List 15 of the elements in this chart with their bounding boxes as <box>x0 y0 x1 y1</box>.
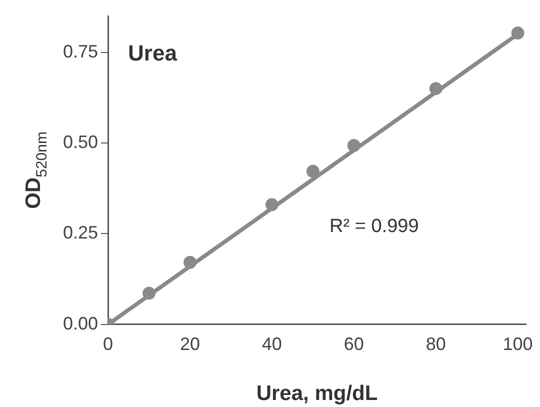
x-tick-label: 60 <box>344 334 364 354</box>
y-tick-label: 0.50 <box>62 132 98 152</box>
x-axis-title: Urea, mg/dL <box>256 382 378 405</box>
y-tick-label: 0.25 <box>62 222 98 243</box>
x-tick-label: 20 <box>180 334 200 354</box>
y-tick-label: 0.75 <box>62 41 98 62</box>
y-tick-label: 0.00 <box>62 313 98 334</box>
x-tick-label: 80 <box>426 334 446 354</box>
x-tick-label: 0 <box>103 334 114 354</box>
y-axis-title: OD520nm <box>22 132 50 209</box>
x-tick-label: 40 <box>262 334 282 354</box>
x-tick-label: 100 <box>502 334 533 354</box>
text: Urea <box>128 40 178 66</box>
annotation: R² = 0.999 <box>330 216 419 237</box>
point <box>306 164 320 178</box>
